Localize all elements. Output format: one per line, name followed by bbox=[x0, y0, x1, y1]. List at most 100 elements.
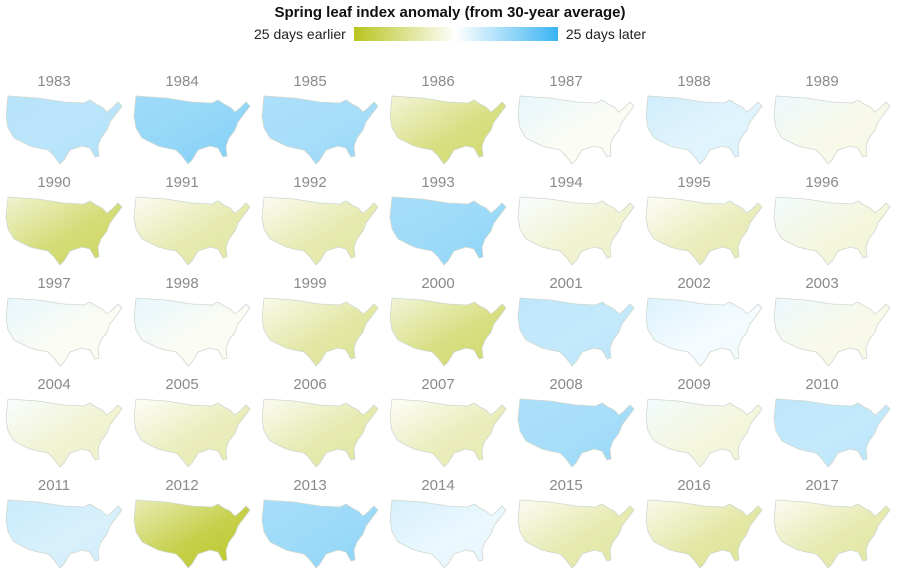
year-label: 1994 bbox=[549, 174, 583, 191]
year-label: 1988 bbox=[677, 73, 711, 90]
us-map-2002 bbox=[645, 297, 763, 367]
us-map-1984 bbox=[133, 95, 251, 165]
us-outline bbox=[133, 398, 251, 468]
us-outline bbox=[5, 297, 123, 367]
us-outline bbox=[517, 196, 635, 266]
us-map-1985 bbox=[261, 95, 379, 165]
year-label: 1995 bbox=[677, 174, 711, 191]
year-label: 2012 bbox=[165, 477, 199, 494]
year-map-1986: 1986 bbox=[388, 68, 516, 168]
year-map-1983: 1983 bbox=[4, 68, 132, 168]
year-label: 1996 bbox=[805, 174, 839, 191]
year-map-1987: 1987 bbox=[516, 68, 644, 168]
year-label: 2007 bbox=[421, 376, 455, 393]
us-map-2011 bbox=[5, 499, 123, 569]
year-label: 2010 bbox=[805, 376, 839, 393]
us-map-2016 bbox=[645, 499, 763, 569]
us-map-1983 bbox=[5, 95, 123, 165]
year-label: 1991 bbox=[165, 174, 199, 191]
us-map-1987 bbox=[517, 95, 635, 165]
year-label: 2005 bbox=[165, 376, 199, 393]
year-map-2003: 2003 bbox=[772, 270, 900, 370]
us-map-1999 bbox=[261, 297, 379, 367]
year-map-1988: 1988 bbox=[644, 68, 772, 168]
us-outline bbox=[261, 297, 379, 367]
year-map-2016: 2016 bbox=[644, 472, 772, 572]
year-label: 1986 bbox=[421, 73, 455, 90]
us-outline bbox=[133, 499, 251, 569]
us-outline bbox=[133, 95, 251, 165]
year-label: 2013 bbox=[293, 477, 327, 494]
year-map-2013: 2013 bbox=[260, 472, 388, 572]
us-outline bbox=[517, 499, 635, 569]
us-outline bbox=[5, 196, 123, 266]
us-map-1989 bbox=[773, 95, 891, 165]
us-map-2003 bbox=[773, 297, 891, 367]
year-label: 2003 bbox=[805, 275, 839, 292]
us-map-2014 bbox=[389, 499, 507, 569]
us-outline bbox=[645, 95, 763, 165]
year-label: 1989 bbox=[805, 73, 839, 90]
year-map-2017: 2017 bbox=[772, 472, 900, 572]
us-outline bbox=[133, 297, 251, 367]
year-map-2002: 2002 bbox=[644, 270, 772, 370]
us-map-2004 bbox=[5, 398, 123, 468]
year-label: 1997 bbox=[37, 275, 71, 292]
year-label: 1990 bbox=[37, 174, 71, 191]
year-map-1985: 1985 bbox=[260, 68, 388, 168]
us-map-1990 bbox=[5, 196, 123, 266]
year-label: 2011 bbox=[37, 477, 71, 494]
us-outline bbox=[5, 95, 123, 165]
year-map-2010: 2010 bbox=[772, 371, 900, 471]
us-outline bbox=[389, 196, 507, 266]
year-map-1999: 1999 bbox=[260, 270, 388, 370]
us-outline bbox=[261, 95, 379, 165]
year-label: 2015 bbox=[549, 477, 583, 494]
year-label: 1983 bbox=[37, 73, 71, 90]
us-map-1991 bbox=[133, 196, 251, 266]
year-map-1994: 1994 bbox=[516, 169, 644, 269]
year-map-2009: 2009 bbox=[644, 371, 772, 471]
us-map-2005 bbox=[133, 398, 251, 468]
year-label: 2009 bbox=[677, 376, 711, 393]
us-outline bbox=[261, 196, 379, 266]
year-label: 2000 bbox=[421, 275, 455, 292]
year-map-2001: 2001 bbox=[516, 270, 644, 370]
us-outline bbox=[389, 499, 507, 569]
year-map-1984: 1984 bbox=[132, 68, 260, 168]
us-map-1992 bbox=[261, 196, 379, 266]
legend-right-label: 25 days later bbox=[565, 26, 646, 42]
us-outline bbox=[645, 398, 763, 468]
us-outline bbox=[773, 95, 891, 165]
us-map-2000 bbox=[389, 297, 507, 367]
us-map-1988 bbox=[645, 95, 763, 165]
us-outline bbox=[773, 196, 891, 266]
us-map-1994 bbox=[517, 196, 635, 266]
year-map-2014: 2014 bbox=[388, 472, 516, 572]
us-outline bbox=[773, 297, 891, 367]
us-outline bbox=[261, 499, 379, 569]
us-outline bbox=[389, 95, 507, 165]
year-label: 1992 bbox=[293, 174, 327, 191]
year-map-2005: 2005 bbox=[132, 371, 260, 471]
us-map-1997 bbox=[5, 297, 123, 367]
us-outline bbox=[389, 398, 507, 468]
year-label: 2006 bbox=[293, 376, 327, 393]
us-outline bbox=[5, 398, 123, 468]
us-outline bbox=[645, 196, 763, 266]
year-map-1991: 1991 bbox=[132, 169, 260, 269]
us-map-2008 bbox=[517, 398, 635, 468]
us-map-1993 bbox=[389, 196, 507, 266]
us-outline bbox=[261, 398, 379, 468]
year-map-2008: 2008 bbox=[516, 371, 644, 471]
us-map-2007 bbox=[389, 398, 507, 468]
year-map-1997: 1997 bbox=[4, 270, 132, 370]
us-map-2001 bbox=[517, 297, 635, 367]
us-outline bbox=[517, 398, 635, 468]
us-map-2006 bbox=[261, 398, 379, 468]
year-label: 2001 bbox=[549, 275, 583, 292]
year-label: 2004 bbox=[37, 376, 71, 393]
us-outline bbox=[133, 196, 251, 266]
us-outline bbox=[645, 297, 763, 367]
year-map-2007: 2007 bbox=[388, 371, 516, 471]
